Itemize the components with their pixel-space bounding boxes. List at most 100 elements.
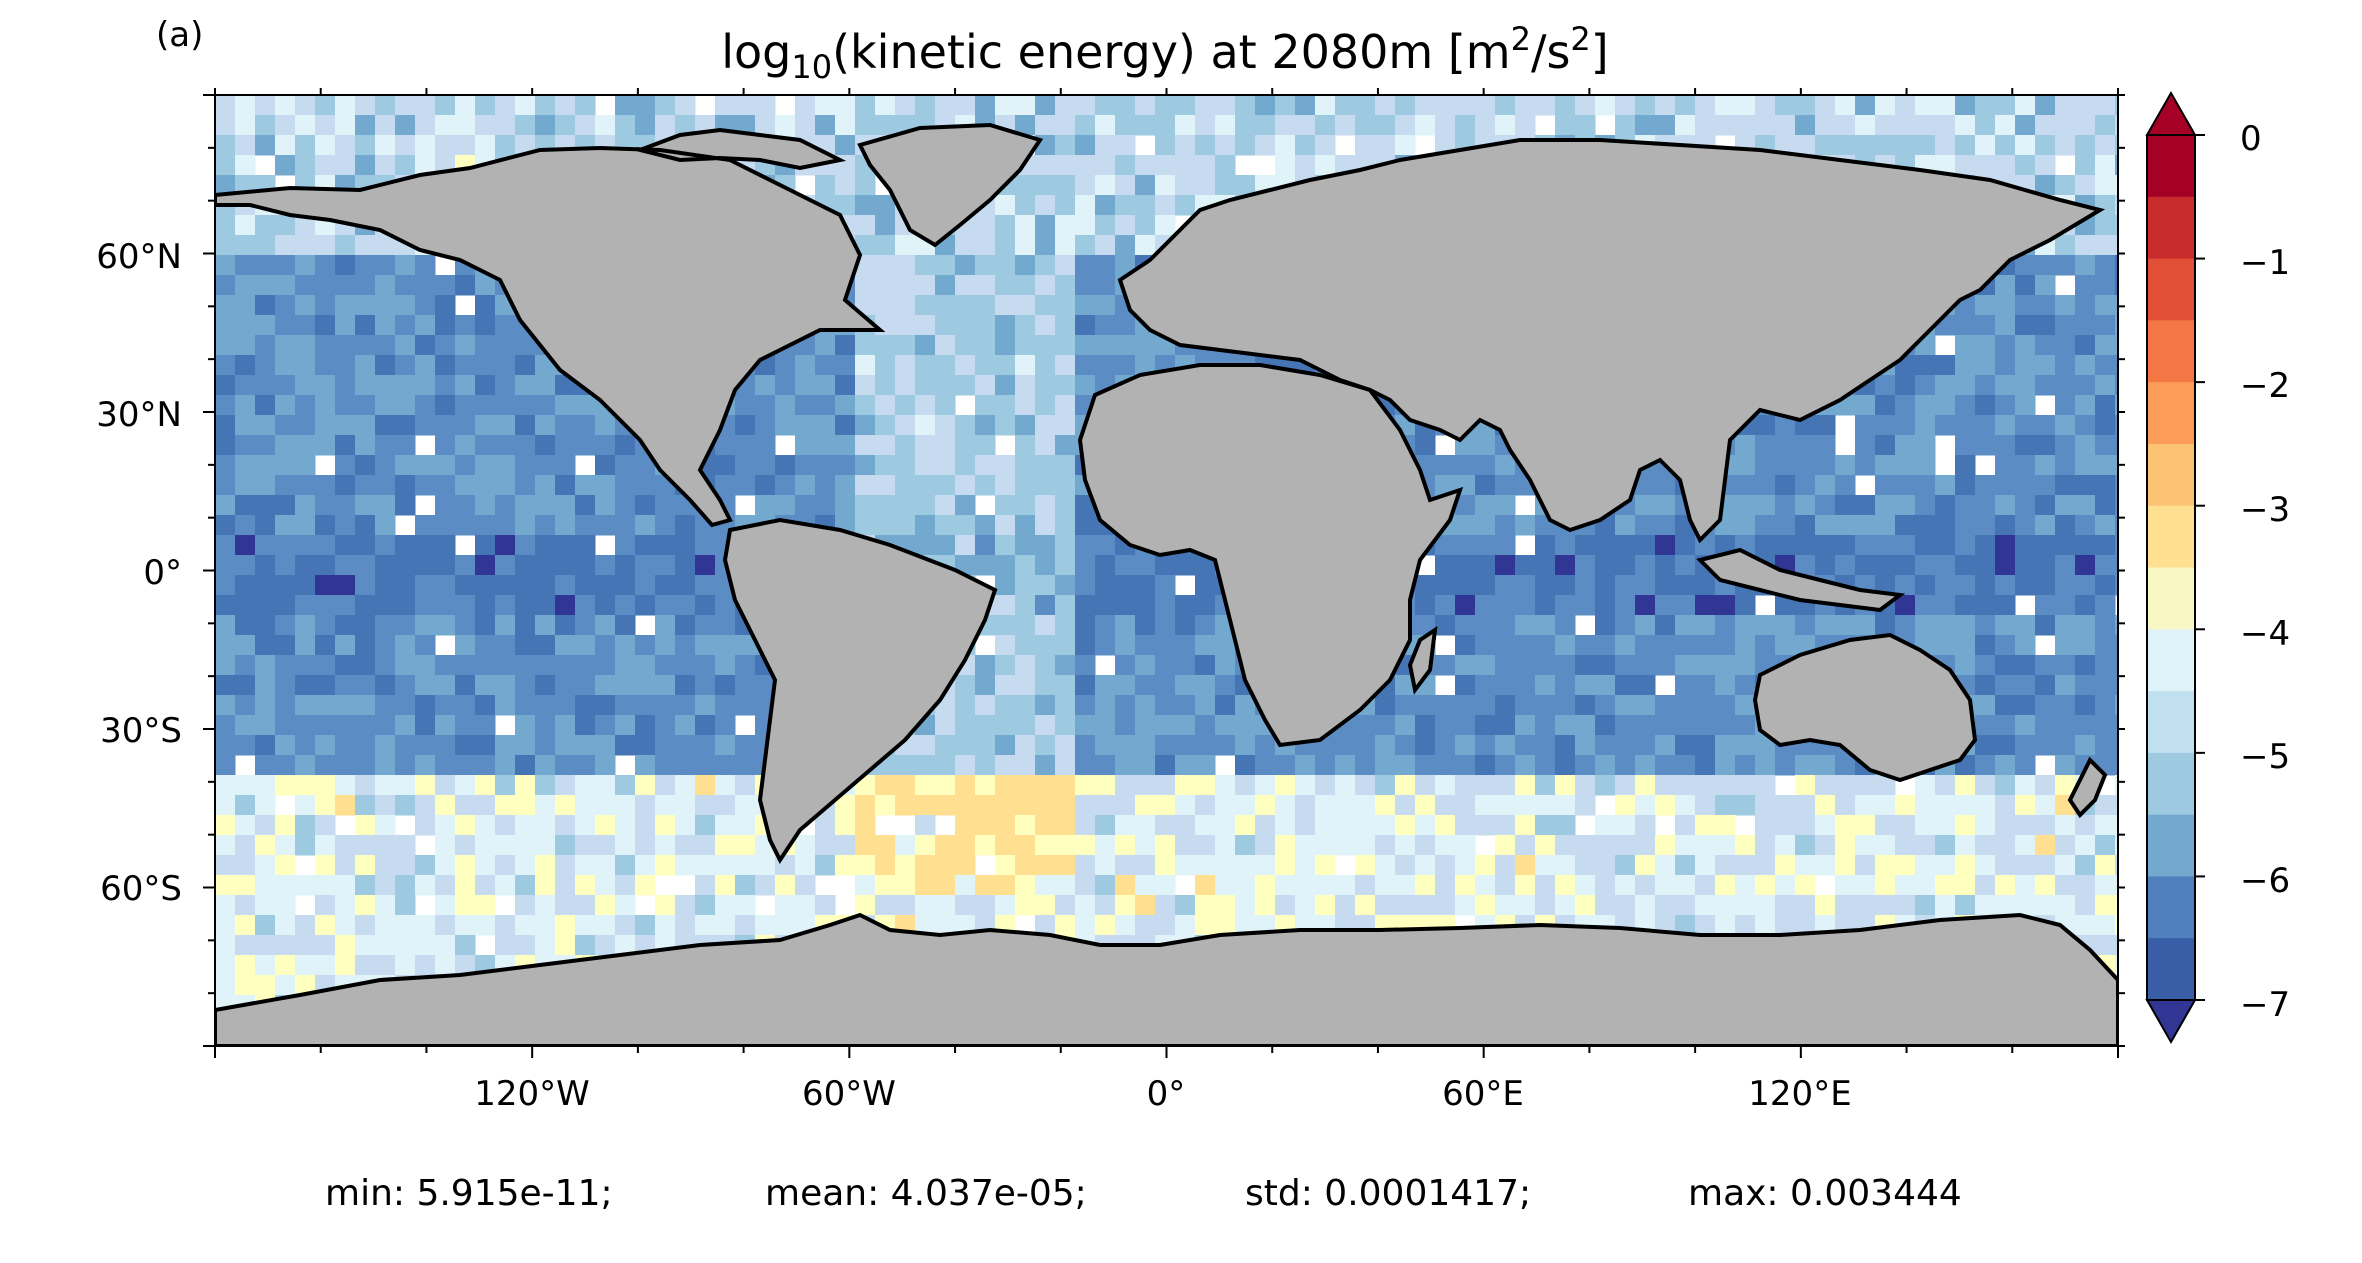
energy-cell bbox=[295, 595, 316, 616]
energy-cell bbox=[2115, 755, 2118, 776]
energy-cell bbox=[315, 715, 336, 736]
energy-cell bbox=[655, 535, 676, 556]
energy-cell bbox=[875, 95, 896, 116]
energy-cell bbox=[275, 95, 296, 116]
energy-cell bbox=[655, 815, 676, 836]
energy-cell bbox=[255, 455, 276, 476]
energy-cell bbox=[1475, 855, 1496, 876]
energy-cell bbox=[995, 575, 1016, 596]
energy-cell bbox=[1735, 855, 1756, 876]
energy-cell bbox=[1175, 775, 1196, 796]
energy-cell bbox=[355, 535, 376, 556]
energy-cell bbox=[415, 335, 436, 356]
energy-cell bbox=[1875, 775, 1896, 796]
energy-cell bbox=[335, 555, 356, 576]
energy-cell bbox=[415, 255, 436, 276]
energy-cell bbox=[1535, 695, 1556, 716]
energy-cell bbox=[275, 395, 296, 416]
energy-cell bbox=[1855, 835, 1876, 856]
energy-cell bbox=[915, 295, 936, 316]
energy-cell bbox=[1035, 295, 1056, 316]
energy-cell bbox=[1715, 655, 1736, 676]
energy-cell bbox=[1375, 755, 1396, 776]
energy-cell bbox=[1135, 335, 1156, 356]
energy-cell bbox=[1715, 95, 1736, 116]
energy-cell bbox=[675, 555, 696, 576]
energy-cell bbox=[1615, 655, 1636, 676]
energy-cell bbox=[1535, 715, 1556, 736]
energy-cell bbox=[875, 455, 896, 476]
energy-cell bbox=[415, 535, 436, 556]
energy-cell bbox=[755, 415, 776, 436]
energy-cell bbox=[355, 395, 376, 416]
energy-cell bbox=[1855, 875, 1876, 896]
x-tick-label: 60°W bbox=[802, 1074, 896, 1114]
energy-cell bbox=[1175, 555, 1196, 576]
energy-cell bbox=[435, 895, 456, 916]
energy-cell bbox=[435, 435, 456, 456]
energy-cell bbox=[575, 895, 596, 916]
energy-cell bbox=[395, 335, 416, 356]
energy-cell bbox=[335, 295, 356, 316]
map-title: log10(kinetic energy) at 2080m [m2/s2] bbox=[721, 20, 1608, 86]
energy-cell bbox=[415, 635, 436, 656]
energy-cell bbox=[1675, 855, 1696, 876]
energy-cell bbox=[255, 335, 276, 356]
energy-cell bbox=[1055, 495, 1076, 516]
energy-cell bbox=[355, 135, 376, 156]
energy-cell bbox=[1015, 695, 1036, 716]
energy-cell bbox=[2055, 875, 2076, 896]
energy-cell bbox=[1535, 95, 1556, 116]
energy-cell bbox=[1995, 355, 2016, 376]
energy-cell bbox=[1975, 555, 1996, 576]
energy-cell bbox=[255, 115, 276, 136]
energy-cell bbox=[1095, 115, 1116, 136]
energy-cell bbox=[1395, 695, 1416, 716]
energy-cell bbox=[535, 555, 556, 576]
energy-cell bbox=[455, 695, 476, 716]
energy-cell bbox=[2075, 535, 2096, 556]
energy-cell bbox=[455, 355, 476, 376]
energy-cell bbox=[995, 635, 1016, 656]
energy-cell bbox=[2055, 95, 2076, 116]
energy-cell bbox=[595, 595, 616, 616]
energy-cell bbox=[995, 835, 1016, 856]
energy-cell bbox=[1015, 675, 1036, 696]
energy-cell bbox=[435, 755, 456, 776]
energy-cell bbox=[975, 355, 996, 376]
energy-cell bbox=[915, 415, 936, 436]
energy-cell bbox=[1475, 755, 1496, 776]
energy-cell bbox=[935, 375, 956, 396]
energy-cell bbox=[315, 95, 336, 116]
energy-cell bbox=[2035, 475, 2056, 496]
energy-cell bbox=[1415, 735, 1436, 756]
colorbar-tick-label: −2 bbox=[2240, 366, 2290, 406]
energy-cell bbox=[635, 835, 656, 856]
energy-cell bbox=[1015, 795, 1036, 816]
energy-cell bbox=[1695, 735, 1716, 756]
energy-cell bbox=[475, 755, 496, 776]
energy-cell bbox=[355, 375, 376, 396]
energy-cell bbox=[935, 335, 956, 356]
energy-cell bbox=[315, 775, 336, 796]
energy-cell bbox=[1275, 95, 1296, 116]
energy-cell bbox=[1775, 415, 1796, 436]
colorbar bbox=[2145, 90, 2205, 1045]
energy-cell bbox=[2115, 775, 2118, 796]
energy-cell bbox=[1375, 775, 1396, 796]
energy-cell bbox=[1035, 755, 1056, 776]
energy-cell bbox=[395, 95, 416, 116]
energy-cell bbox=[1815, 895, 1836, 916]
energy-cell bbox=[1135, 635, 1156, 656]
energy-cell bbox=[1595, 615, 1616, 636]
energy-cell bbox=[995, 615, 1016, 636]
energy-cell bbox=[2035, 815, 2056, 836]
energy-cell bbox=[455, 815, 476, 836]
energy-cell bbox=[1555, 555, 1576, 576]
energy-cell bbox=[1635, 95, 1656, 116]
energy-cell bbox=[1535, 535, 1556, 556]
energy-cell bbox=[855, 175, 876, 196]
energy-cell bbox=[235, 635, 256, 656]
energy-cell bbox=[215, 695, 236, 716]
energy-cell bbox=[1275, 875, 1296, 896]
